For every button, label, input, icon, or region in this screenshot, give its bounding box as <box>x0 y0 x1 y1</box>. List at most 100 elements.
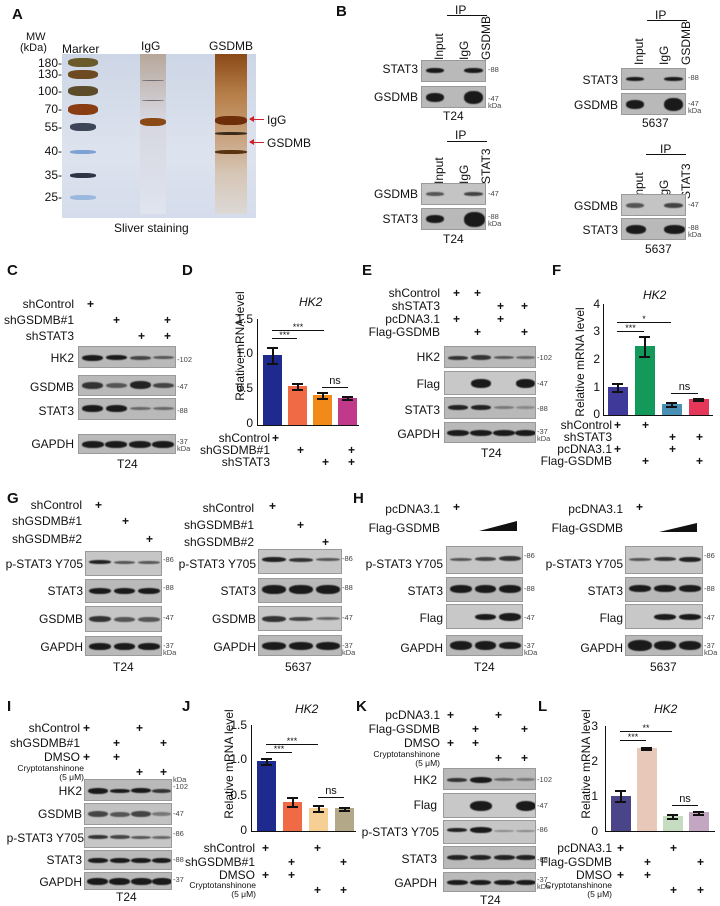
mw-unit: kDa <box>688 230 702 239</box>
blot-stat3 <box>421 208 486 230</box>
blot-hk2 <box>78 346 176 368</box>
j-cond-dmso: DMSO <box>219 868 255 882</box>
lane-igg: IgG <box>457 40 471 60</box>
mw-unit: kDa <box>163 648 177 657</box>
y-tick: 1 <box>591 789 598 803</box>
mw-unit: kDa <box>524 648 538 657</box>
mw-tick-100: 100- <box>37 84 62 98</box>
plus-sign: + <box>670 883 678 897</box>
lane-input: Input <box>632 38 646 65</box>
cell-line-5637: 5637 <box>285 660 312 674</box>
row-label-pstat3: p-STAT3 Y705 <box>178 557 256 571</box>
row-label-flag: Flag <box>599 611 623 625</box>
mw-47: -47 <box>342 613 353 622</box>
panel-label-c: C <box>7 262 18 279</box>
y-tick: 1.5 <box>230 718 247 732</box>
plus-sign: + <box>495 751 503 765</box>
chart-title: HK2 <box>643 288 667 302</box>
bars: *** * ns <box>604 304 712 415</box>
y-tick: 2 <box>593 352 600 366</box>
silver-stain-gel <box>62 54 256 218</box>
plus-sign: + <box>340 883 348 897</box>
plus-sign: + <box>297 518 305 532</box>
y-tick: 0 <box>246 416 253 430</box>
plus-sign: + <box>472 722 480 736</box>
plus-sign: + <box>269 499 277 513</box>
plus-sign: + <box>113 313 121 327</box>
chart-title: HK2 <box>295 702 319 716</box>
row-label-flag: Flag <box>419 611 443 625</box>
mw-86: -86 <box>704 551 715 560</box>
mw-86: -86 <box>173 829 184 838</box>
y-tick: 0 <box>593 407 600 421</box>
cond-flag-gsdmb: Flag-GSDMB <box>368 325 440 339</box>
plus-sign: + <box>447 736 455 750</box>
mw-88: -88 <box>173 855 184 864</box>
lane-igg: IgG <box>457 164 471 184</box>
plus-sign: + <box>348 443 356 457</box>
blot-stat3 <box>84 850 172 870</box>
plus-sign: + <box>521 325 529 339</box>
mw-tick-35: 35- <box>44 168 62 182</box>
panel-label-j: J <box>182 698 191 715</box>
row-label-gapdh: GAPDH <box>400 641 443 655</box>
blot-gsdmb <box>84 803 172 825</box>
row-label-gsdmb: GSDMB <box>373 187 418 201</box>
plus-sign: + <box>314 841 322 855</box>
chart-title: HK2 <box>654 702 678 716</box>
mw-37: -37 <box>163 641 174 650</box>
lane-input: Input <box>432 157 446 184</box>
plus-sign: + <box>453 500 461 514</box>
bar-shcontrol <box>263 355 282 425</box>
plus-sign: + <box>453 312 461 326</box>
cell-line-t24: T24 <box>116 890 137 904</box>
blot-flag <box>444 371 536 395</box>
cond-shcontrol: shControl <box>22 297 74 311</box>
plus-sign: + <box>644 868 652 882</box>
plus-sign: + <box>521 751 529 765</box>
ip-bracket <box>647 20 687 21</box>
plus-sign: + <box>136 721 144 735</box>
blot-pstat3 <box>446 546 523 574</box>
y-tick: 4 <box>593 297 600 311</box>
blot-pstat3 <box>258 549 342 574</box>
bar-2 <box>635 346 655 415</box>
row-label-gsdmb: GSDMB <box>211 612 256 626</box>
plus-sign: + <box>447 708 455 722</box>
mw-unit: kDa <box>704 648 718 657</box>
plus-sign: + <box>288 868 296 882</box>
cond-concentration: (5 μM) <box>59 772 84 782</box>
y-tick: 2 <box>591 754 598 768</box>
blot-hk2 <box>444 346 536 368</box>
blot-gsdmb <box>621 93 686 115</box>
blot-gsdmb <box>421 183 486 205</box>
row-label-flag: Flag <box>413 798 437 812</box>
bar-3 <box>662 404 682 415</box>
mw-37: -37 <box>537 875 548 884</box>
y-tick: 0 <box>240 823 247 837</box>
cond-shgsdmb1: shGSDMB#1 <box>9 736 80 750</box>
lane-label-marker: Marker <box>62 42 100 56</box>
plus-sign: + <box>642 418 650 432</box>
y-tick: 1 <box>593 380 600 394</box>
chart-j-hk2: HK2 Relative mRNA level 1.5 1.0 0.5 0 **… <box>175 690 360 837</box>
blot-gapdh <box>625 635 703 656</box>
f-cond-flag-gsdmb: Flag-GSDMB <box>540 454 612 468</box>
blot-hk2 <box>443 768 536 790</box>
ip-label: IP <box>455 3 467 17</box>
mw-unit: kDa <box>173 775 187 784</box>
increasing-dose-wedge-icon <box>479 521 517 531</box>
mw-37: -37 <box>342 641 353 650</box>
blot-gsdmb <box>85 606 162 632</box>
panel-label-b: B <box>336 3 347 20</box>
plus-sign: + <box>262 841 270 855</box>
blot-stat3 <box>443 846 536 869</box>
lane-igg: IgG <box>657 45 671 65</box>
row-label-gapdh: GAPDH <box>394 876 437 890</box>
row-label-stat3: STAT3 <box>47 584 83 598</box>
mw-tick-55: 55- <box>44 120 62 134</box>
panel-label-a: A <box>12 6 23 23</box>
plus-sign: + <box>696 454 704 468</box>
mw-86: -86 <box>163 555 174 564</box>
plus-sign: + <box>614 418 622 432</box>
